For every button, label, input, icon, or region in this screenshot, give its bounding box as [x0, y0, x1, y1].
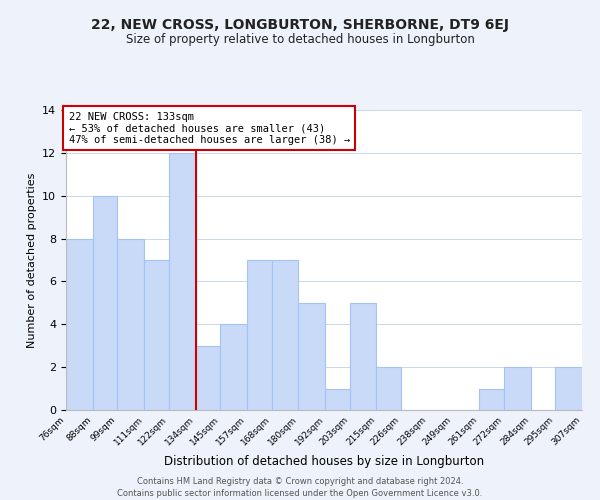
Bar	[220, 324, 247, 410]
Bar	[555, 367, 582, 410]
Y-axis label: Number of detached properties: Number of detached properties	[26, 172, 37, 348]
Bar	[66, 238, 93, 410]
Text: Contains public sector information licensed under the Open Government Licence v3: Contains public sector information licen…	[118, 489, 482, 498]
Bar	[325, 388, 350, 410]
Text: 22 NEW CROSS: 133sqm
← 53% of detached houses are smaller (43)
47% of semi-detac: 22 NEW CROSS: 133sqm ← 53% of detached h…	[68, 112, 350, 144]
Text: 22, NEW CROSS, LONGBURTON, SHERBORNE, DT9 6EJ: 22, NEW CROSS, LONGBURTON, SHERBORNE, DT…	[91, 18, 509, 32]
Bar	[350, 303, 376, 410]
Bar	[93, 196, 118, 410]
Bar	[272, 260, 298, 410]
Text: Size of property relative to detached houses in Longburton: Size of property relative to detached ho…	[125, 32, 475, 46]
Bar	[196, 346, 220, 410]
Bar	[144, 260, 169, 410]
Bar	[247, 260, 272, 410]
Bar	[479, 388, 504, 410]
Text: Contains HM Land Registry data © Crown copyright and database right 2024.: Contains HM Land Registry data © Crown c…	[137, 478, 463, 486]
Bar	[376, 367, 401, 410]
Bar	[169, 153, 196, 410]
X-axis label: Distribution of detached houses by size in Longburton: Distribution of detached houses by size …	[164, 456, 484, 468]
Bar	[298, 303, 325, 410]
Bar	[504, 367, 530, 410]
Bar	[118, 238, 144, 410]
